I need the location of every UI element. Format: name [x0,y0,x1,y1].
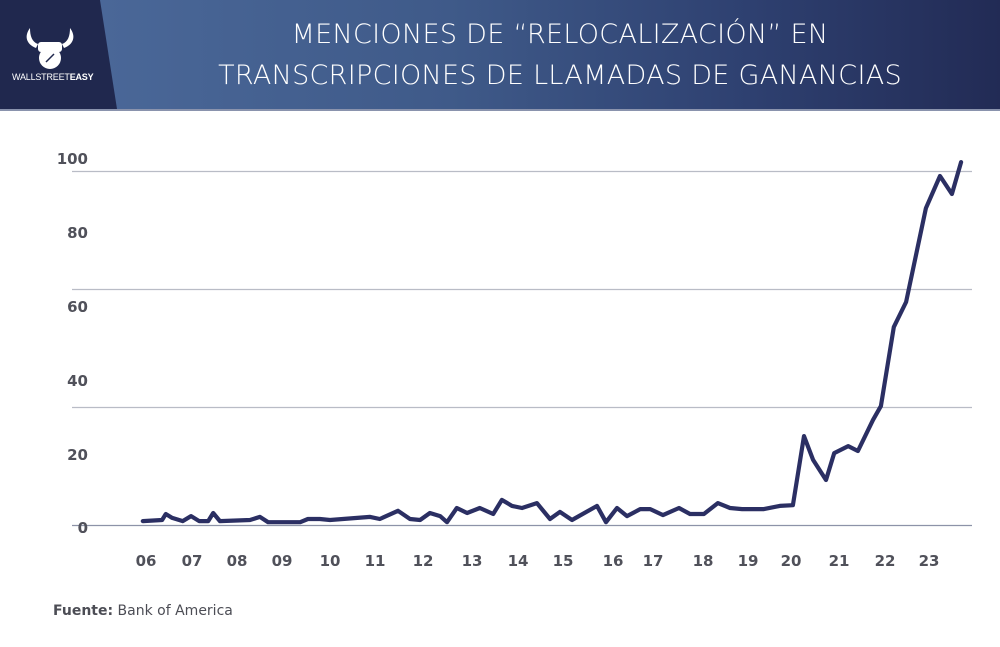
logo-wordmark-regular: WALLSTREET [12,72,70,82]
chart-title-line-2: TRANSCRIPCIONES DE LLAMADAS DE GANANCIAS [218,60,902,91]
y-tick-label: 80 [67,224,88,242]
y-tick-label: 0 [78,519,88,537]
x-tick-label: 06 [136,552,157,570]
x-tick-label: 08 [227,552,248,570]
y-tick-label: 60 [67,298,88,316]
y-axis-ticks: 100 80 60 40 20 0 [57,150,88,537]
y-tick-label: 40 [67,372,88,390]
series-group [140,160,964,525]
source-text: Bank of America [113,603,233,619]
x-tick-label: 23 [919,552,940,570]
x-tick-label: 21 [829,552,850,570]
x-tick-label: 12 [413,552,434,570]
x-tick-label: 15 [553,552,574,570]
bull-fist-logo-icon [26,28,74,69]
x-tick-label: 18 [693,552,714,570]
logo-wordmark: WALLSTREETEASY [12,72,94,82]
y-tick-label: 100 [57,150,88,168]
x-tick-label: 22 [875,552,896,570]
source-note: Fuente: Bank of America [53,603,233,619]
x-axis-ticks: 06 07 08 09 10 11 12 13 14 15 16 17 18 19 20 21 22 23 [136,552,940,570]
series-line [140,160,964,525]
x-tick-label: 17 [643,552,664,570]
chart-title: MENCIONES DE “RELOCALIZACIÓN” EN TRANSCR… [120,14,1000,96]
x-tick-label: 11 [365,552,386,570]
logo-wordmark-bold: EASY [69,72,94,82]
source-label: Fuente: [53,603,114,619]
x-tick-label: 09 [272,552,293,570]
header-divider [0,109,1000,111]
x-tick-label: 20 [781,552,802,570]
x-tick-label: 14 [508,552,529,570]
x-tick-label: 16 [603,552,624,570]
y-tick-label: 20 [67,446,88,464]
x-tick-label: 07 [182,552,203,570]
x-tick-label: 13 [462,552,483,570]
x-tick-label: 19 [738,552,759,570]
header-banner [0,0,1000,109]
gridlines [72,170,972,527]
x-tick-label: 10 [320,552,341,570]
chart-title-line-1: MENCIONES DE “RELOCALIZACIÓN” EN [291,19,829,50]
